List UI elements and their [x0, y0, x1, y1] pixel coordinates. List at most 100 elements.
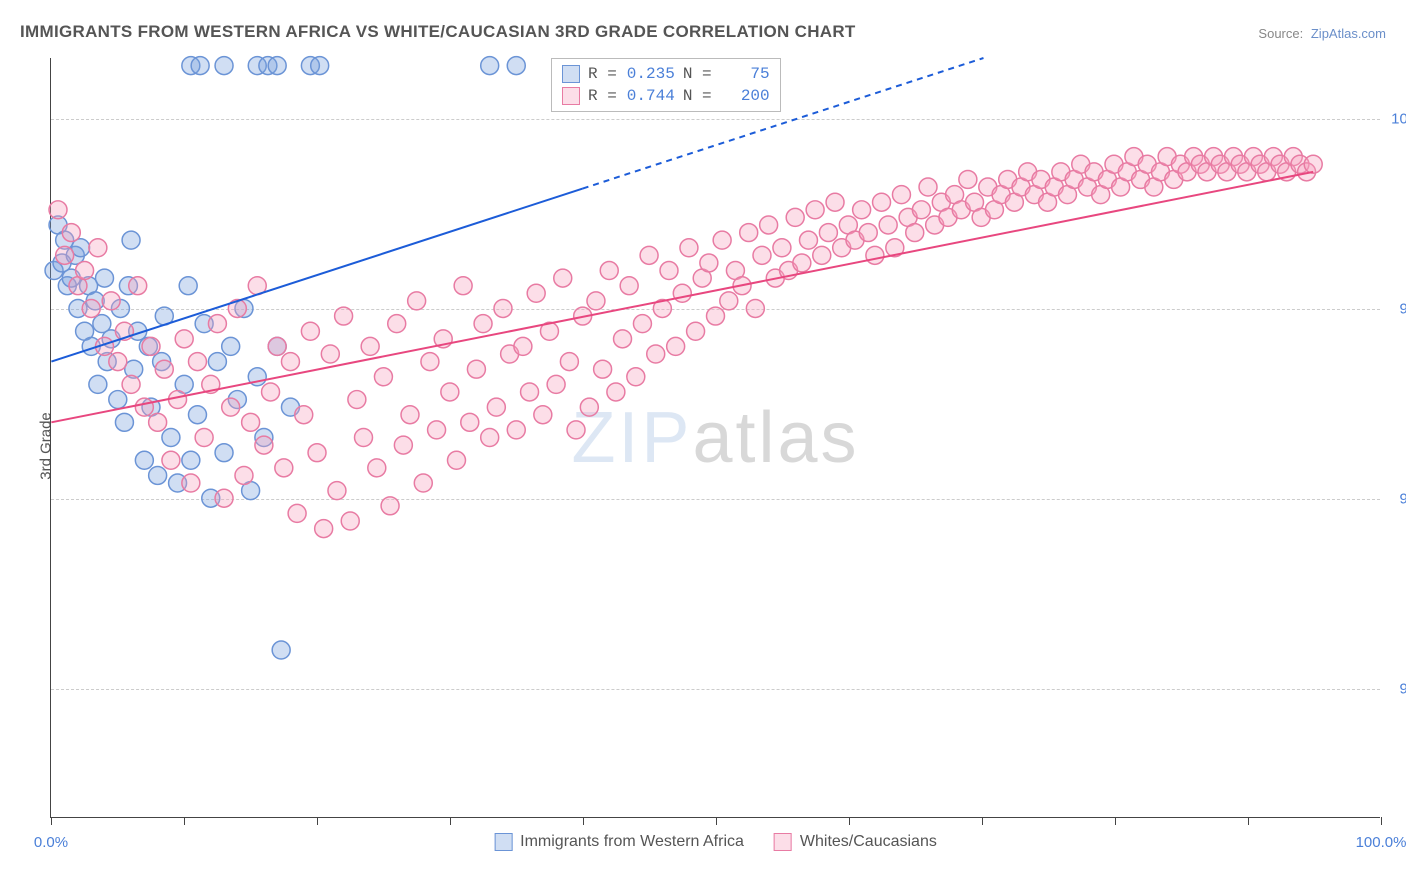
data-point	[308, 444, 326, 462]
data-point	[680, 239, 698, 257]
data-point	[554, 269, 572, 287]
data-point	[315, 520, 333, 538]
data-point	[594, 360, 612, 378]
data-point	[96, 269, 114, 287]
xtick	[982, 817, 983, 825]
data-point	[311, 57, 329, 75]
source-attribution: Source: ZipAtlas.com	[1258, 26, 1386, 41]
data-point	[467, 360, 485, 378]
data-point	[215, 57, 233, 75]
data-point	[169, 391, 187, 409]
data-point	[673, 284, 691, 302]
data-point	[441, 383, 459, 401]
data-point	[660, 262, 678, 280]
data-point	[707, 307, 725, 325]
data-point	[687, 322, 705, 340]
data-point	[321, 345, 339, 363]
data-point	[421, 353, 439, 371]
data-point	[647, 345, 665, 363]
data-point	[215, 444, 233, 462]
data-point	[122, 375, 140, 393]
data-point	[222, 337, 240, 355]
xtick	[849, 817, 850, 825]
data-point	[507, 57, 525, 75]
data-point	[288, 504, 306, 522]
data-point	[155, 360, 173, 378]
data-point	[381, 497, 399, 515]
data-point	[208, 353, 226, 371]
data-point	[255, 436, 273, 454]
xtick	[184, 817, 185, 825]
data-point	[507, 421, 525, 439]
data-point	[853, 201, 871, 219]
data-point	[301, 322, 319, 340]
data-point	[394, 436, 412, 454]
legend-item-blue: Immigrants from Western Africa	[494, 833, 744, 851]
ytick-label: 97.5%	[1387, 300, 1406, 317]
data-point	[773, 239, 791, 257]
data-point	[149, 466, 167, 484]
data-point	[262, 383, 280, 401]
data-point	[760, 216, 778, 234]
ytick-label: 92.5%	[1387, 680, 1406, 697]
data-point	[268, 57, 286, 75]
data-point	[235, 466, 253, 484]
data-point	[295, 406, 313, 424]
data-point	[600, 262, 618, 280]
data-point	[713, 231, 731, 249]
data-point	[514, 337, 532, 355]
data-point	[912, 201, 930, 219]
data-point	[879, 216, 897, 234]
data-point	[587, 292, 605, 310]
data-point	[162, 451, 180, 469]
data-point	[534, 406, 552, 424]
data-point	[49, 201, 67, 219]
data-point	[640, 246, 658, 264]
data-point	[374, 368, 392, 386]
data-point	[102, 292, 120, 310]
data-point	[275, 459, 293, 477]
data-point	[720, 292, 738, 310]
data-point	[109, 391, 127, 409]
data-point	[129, 277, 147, 295]
data-point	[448, 451, 466, 469]
data-point	[580, 398, 598, 416]
xtick-label: 0.0%	[34, 834, 68, 851]
data-point	[633, 315, 651, 333]
plot-area: ZIPatlas R = 0.235 N = 75 R = 0.744 N = …	[50, 58, 1380, 818]
data-point	[188, 406, 206, 424]
xtick	[1115, 817, 1116, 825]
data-point	[182, 451, 200, 469]
trend-line	[51, 172, 1313, 422]
data-point	[135, 398, 153, 416]
data-point	[191, 57, 209, 75]
data-point	[149, 413, 167, 431]
data-point	[826, 193, 844, 211]
data-point	[122, 231, 140, 249]
data-point	[806, 201, 824, 219]
ytick-label: 100.0%	[1387, 110, 1406, 127]
data-point	[614, 330, 632, 348]
data-point	[388, 315, 406, 333]
data-point	[521, 383, 539, 401]
data-point	[859, 224, 877, 242]
xtick	[583, 817, 584, 825]
xtick	[450, 817, 451, 825]
xtick-label: 100.0%	[1356, 834, 1406, 851]
legend-item-pink: Whites/Caucasians	[774, 833, 937, 851]
data-point	[341, 512, 359, 530]
data-point	[242, 413, 260, 431]
data-point	[753, 246, 771, 264]
data-point	[700, 254, 718, 272]
data-point	[793, 254, 811, 272]
data-point	[627, 368, 645, 386]
xtick	[51, 817, 52, 825]
data-point	[335, 307, 353, 325]
data-point	[813, 246, 831, 264]
data-point	[82, 299, 100, 317]
data-point	[89, 239, 107, 257]
data-point	[454, 277, 472, 295]
trend-line	[583, 58, 984, 189]
xtick	[317, 817, 318, 825]
data-point	[527, 284, 545, 302]
